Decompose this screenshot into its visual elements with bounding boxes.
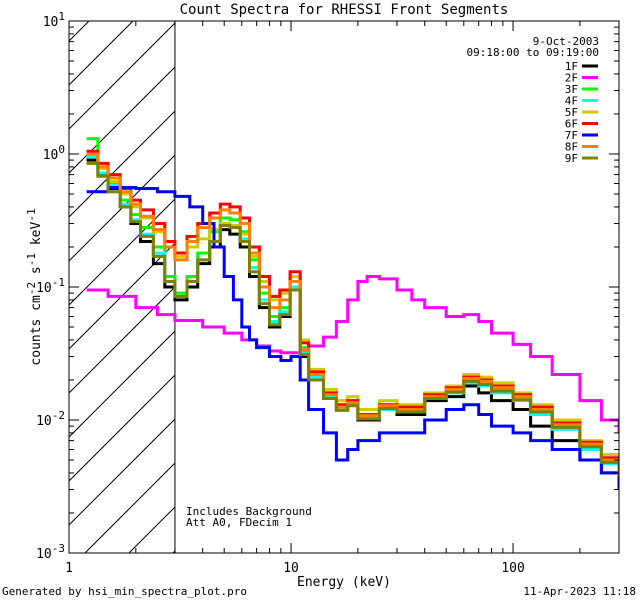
legend-label-4f: 4F (565, 95, 578, 108)
hatch-line (69, 22, 175, 130)
series-line-2f (86, 275, 619, 433)
y-axis-label: counts cm-2 s-1 keV-1 (25, 208, 44, 365)
hatch-line (69, 154, 175, 262)
x-tick-label: 10 (283, 561, 299, 576)
legend-label-1f: 1F (565, 60, 578, 73)
legend-label-5f: 5F (565, 106, 578, 119)
y-label-end: keV (29, 221, 44, 252)
annotation-background: Includes Background (186, 505, 312, 518)
y-axis: 10-3 10-2 10-1 100 101 (36, 10, 619, 562)
excluded-energy-hatch (69, 0, 640, 553)
time-range: 09:18:00 to 09:19:00 (467, 46, 599, 59)
x-axis: 1 10 100 (65, 21, 620, 576)
plot-frame (68, 20, 620, 554)
x-axis-label: Energy (keV) (297, 575, 391, 590)
annotation-attenuator: Att A0, FDecim 1 (186, 516, 292, 529)
y-tick-label: 100 (43, 143, 65, 163)
y-tick-label: 101 (43, 10, 65, 30)
legend-label-3f: 3F (565, 83, 578, 96)
y-label-sup-1: -2 (25, 282, 38, 295)
observation-date: 9-Oct-2003 (533, 35, 599, 48)
y-label-sup-3: -1 (25, 208, 38, 221)
hatch-line (69, 330, 175, 438)
y-label-main: counts cm (29, 295, 44, 366)
legend-label-7f: 7F (565, 129, 578, 142)
series-line-3f (86, 137, 619, 473)
hatch-line (69, 21, 90, 42)
y-label-sup-2: -1 (25, 253, 38, 266)
series-line-7f (86, 186, 619, 490)
hatch-line (69, 198, 175, 306)
hatch-line (261, 0, 640, 553)
hatch-line (69, 374, 175, 482)
y-tick-label: 10-3 (36, 542, 65, 562)
x-tick-label: 100 (501, 561, 524, 576)
series-layer (86, 137, 619, 490)
series-line-6f (86, 149, 619, 471)
legend-label-9f: 9F (565, 152, 578, 165)
legend-label-6f: 6F (565, 118, 578, 131)
legend-label-8f: 8F (565, 141, 578, 154)
series-line-4f (86, 155, 619, 478)
series-line-9f (86, 161, 619, 476)
chart-title: Count Spectra for RHESSI Front Segments (180, 2, 509, 18)
footer-generated-by: Generated by hsi_min_spectra_plot.pro (2, 585, 247, 598)
x-tick-label: 1 (65, 561, 73, 576)
series-line-5f (86, 152, 619, 467)
y-tick-label: 10-2 (36, 409, 65, 429)
y-tick-label: 10-1 (36, 276, 65, 296)
y-label-mid: s (29, 266, 44, 282)
hatch-line (69, 418, 175, 526)
legend-label-2f: 2F (565, 72, 578, 85)
hatch-line (69, 21, 134, 86)
footer-timestamp: 11-Apr-2023 11:18 (523, 585, 636, 598)
hatch-line (128, 506, 175, 553)
